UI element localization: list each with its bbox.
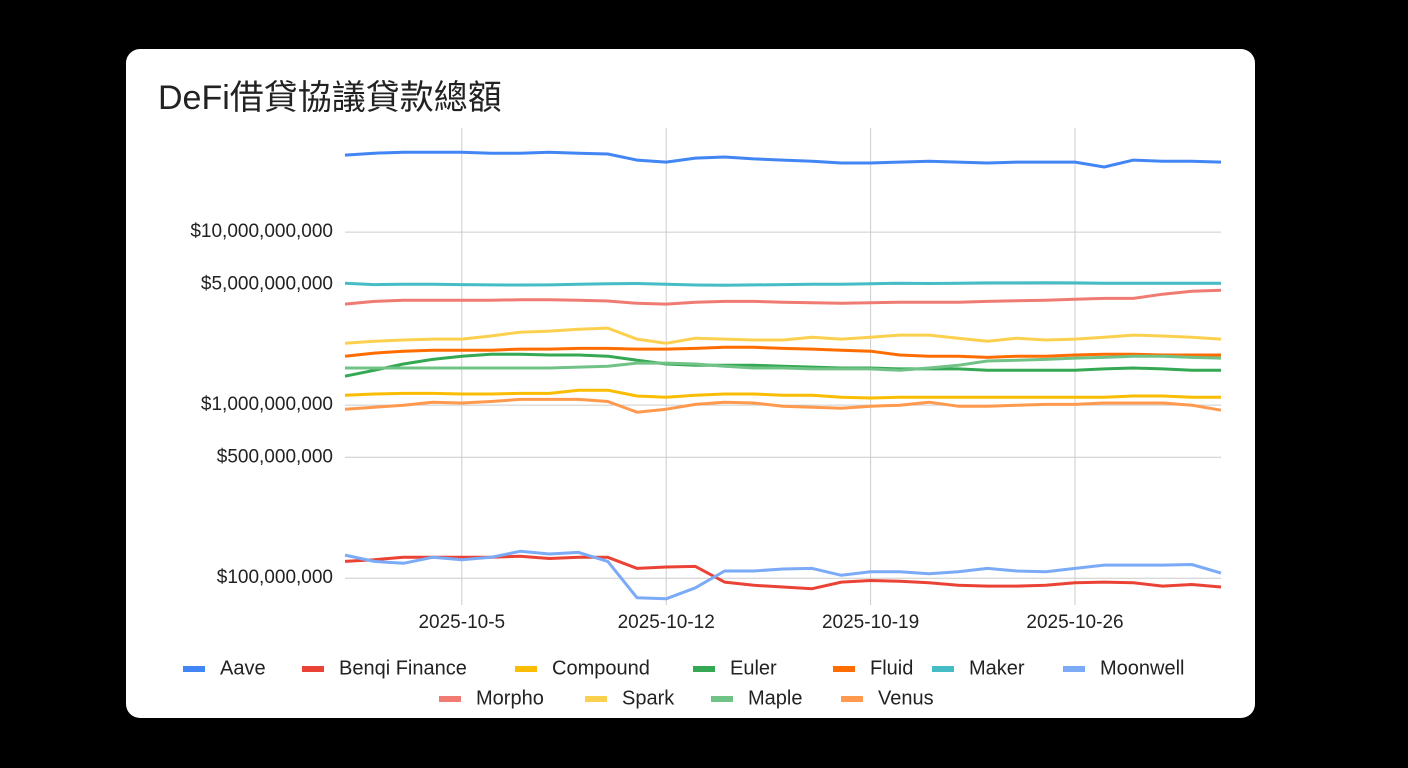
series-line bbox=[344, 388, 1221, 400]
legend-label: Euler bbox=[730, 657, 777, 679]
series-line bbox=[344, 281, 1221, 287]
series-line bbox=[345, 354, 1222, 372]
legend-label: Maker bbox=[969, 657, 1025, 679]
series-line bbox=[344, 326, 1222, 345]
y-tick-label: $500,000,000 bbox=[217, 446, 333, 467]
legend-label: Fluid bbox=[870, 657, 913, 679]
y-tick-label: $1,000,000,000 bbox=[201, 394, 333, 415]
chart-title: DeFi借貸協議貸款總額 bbox=[158, 79, 502, 117]
y-tick-label: $5,000,000,000 bbox=[201, 273, 333, 294]
series-line bbox=[344, 549, 1222, 601]
y-tick-label: $100,000,000 bbox=[217, 567, 333, 588]
plot bbox=[344, 150, 1222, 601]
legend-label: Morpho bbox=[476, 687, 544, 709]
x-tick-label: 2025-10-12 bbox=[618, 612, 715, 633]
legend-label: Maple bbox=[748, 687, 802, 709]
series-line bbox=[344, 397, 1222, 414]
series-line bbox=[344, 150, 1222, 169]
card bbox=[126, 49, 1255, 718]
legend-label: Venus bbox=[878, 687, 934, 709]
y-tick-label: $10,000,000,000 bbox=[190, 221, 333, 242]
x-tick-label: 2025-10-5 bbox=[418, 612, 505, 633]
legend-label: Moonwell bbox=[1100, 657, 1184, 679]
series-line bbox=[344, 345, 1221, 359]
series-line bbox=[344, 352, 1221, 378]
x-tick-label: 2025-10-19 bbox=[822, 612, 919, 633]
series-line bbox=[344, 288, 1222, 306]
legend-label: Aave bbox=[220, 657, 266, 679]
legend-label: Spark bbox=[622, 687, 675, 709]
x-tick-label: 2025-10-26 bbox=[1026, 612, 1123, 633]
legend: Aave Benqi Finance Compound Euler Fluid Maker… bbox=[183, 657, 1184, 709]
legend-label: Benqi Finance bbox=[339, 657, 467, 679]
legend-label: Compound bbox=[552, 657, 650, 679]
